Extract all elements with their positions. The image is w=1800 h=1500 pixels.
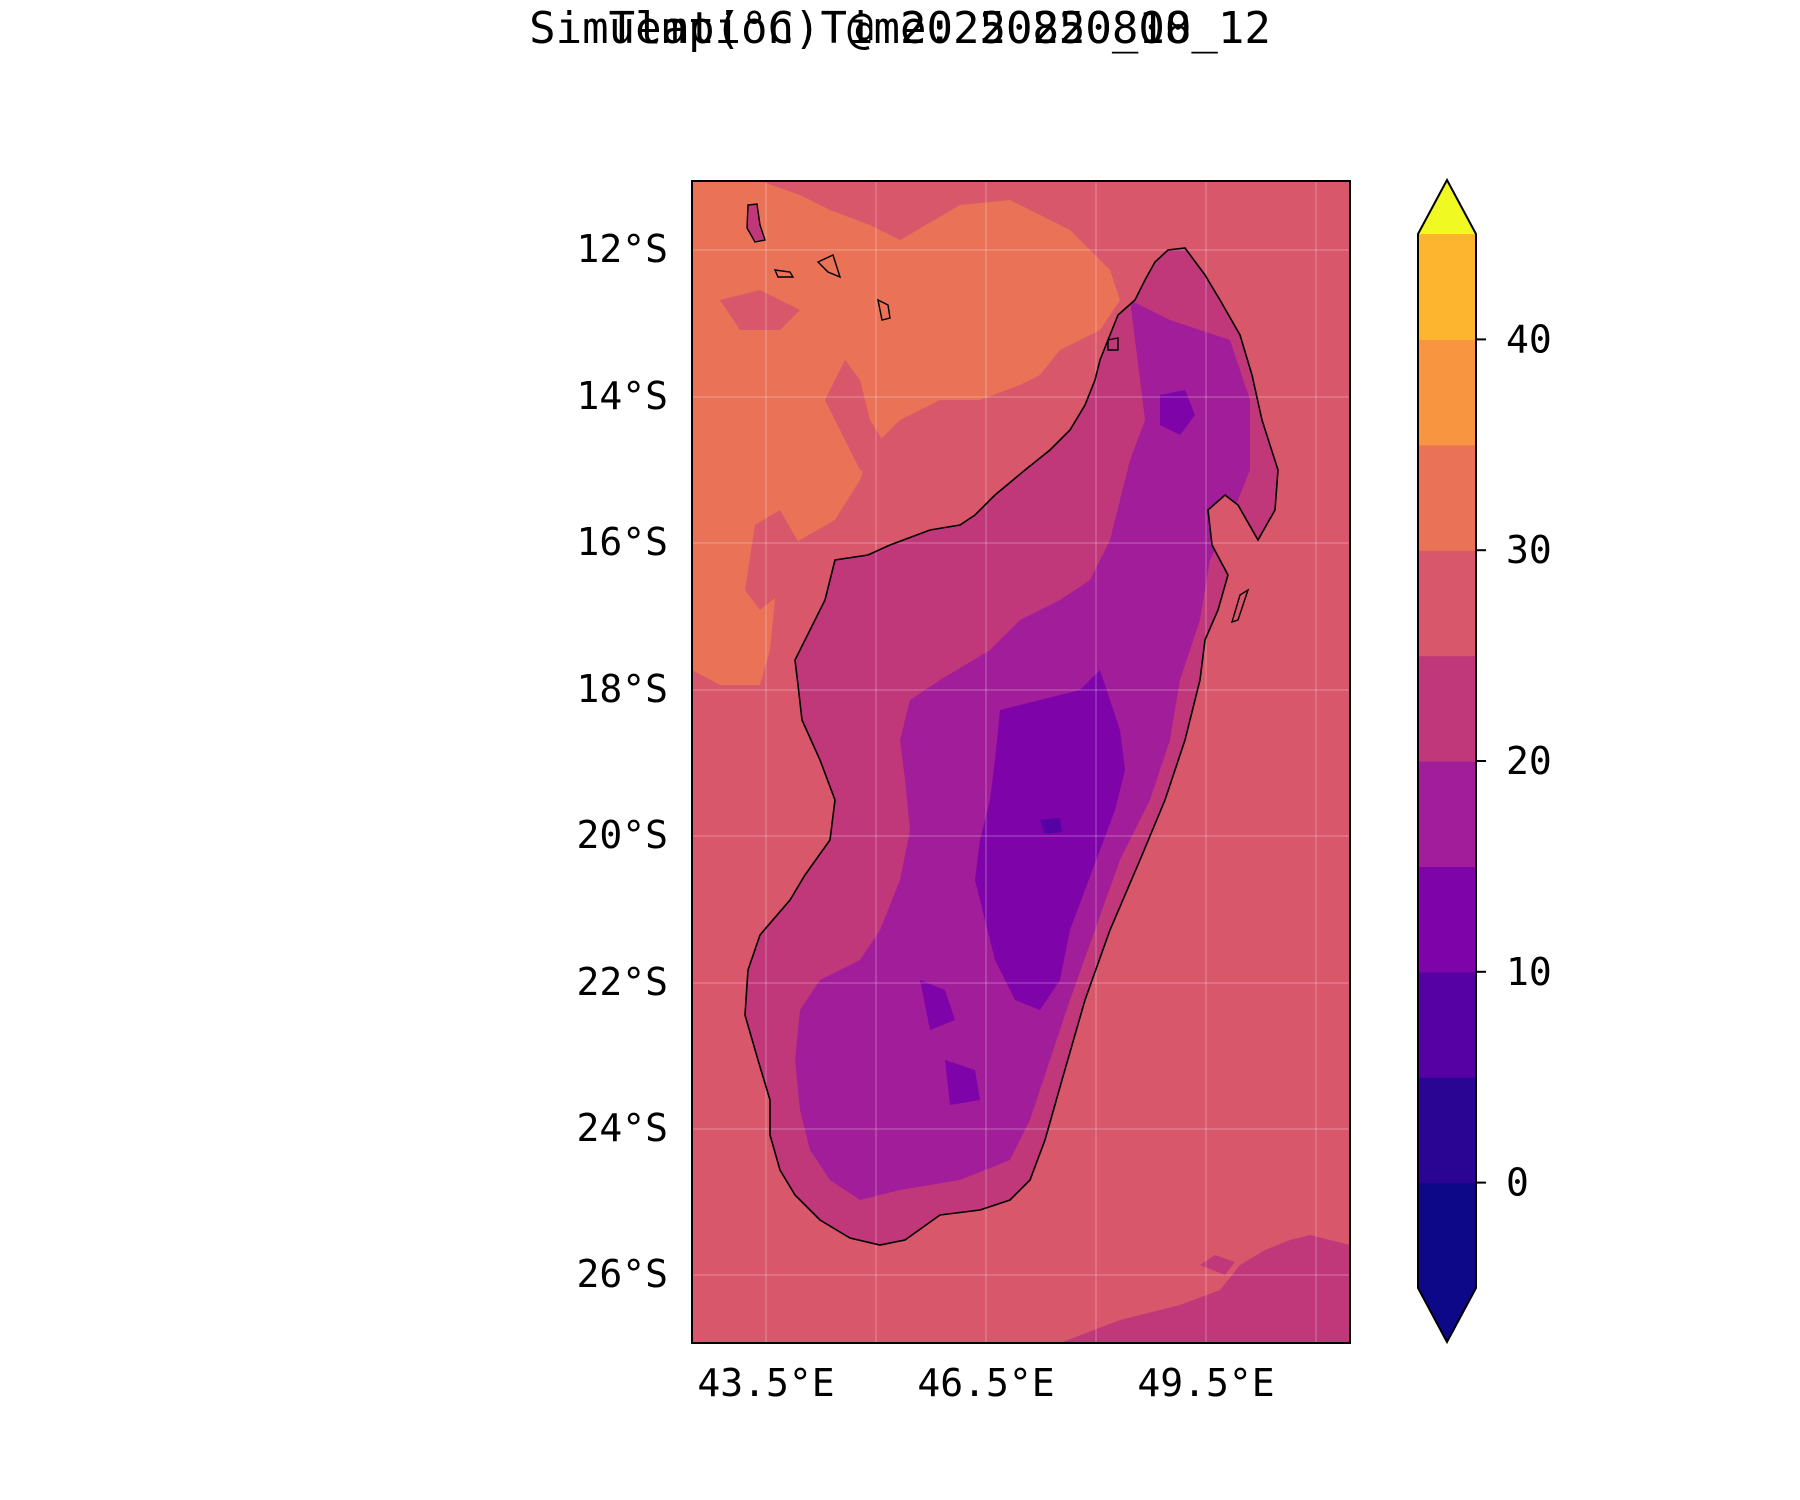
map-title-line1: Temp(°C) @ 20250820_00: [608, 3, 1192, 54]
lon-tick-label: 46.5°E: [917, 1361, 1054, 1405]
cool-sea-region: [1200, 1255, 1235, 1275]
colorbar-tick-label: 10: [1506, 950, 1552, 994]
highland-region: [975, 670, 1125, 1010]
map-frame: [691, 180, 1351, 1344]
colorbar-tick-label: 20: [1506, 739, 1552, 783]
highland-region: [945, 1060, 980, 1105]
lat-tick-label: 18°S: [576, 667, 668, 711]
colorbar-over-extend: [1418, 180, 1476, 234]
colorbar: 0 10 20 30 40: [1417, 177, 1552, 1345]
cool-sea-region: [1060, 1235, 1350, 1343]
lat-tick-label: 26°S: [576, 1252, 668, 1296]
highland-region: [920, 980, 955, 1030]
comoros-island-coastline: [746, 203, 766, 243]
colorbar-segment: [1418, 550, 1476, 657]
cool-sea-tongue: [720, 290, 800, 330]
colorbar-tick-label: 0: [1506, 1161, 1529, 1205]
lat-tick-label: 22°S: [576, 960, 668, 1004]
colorbar-segment: [1418, 761, 1476, 867]
colorbar-segment: [1418, 866, 1476, 973]
colorbar-segment: [1418, 1182, 1476, 1289]
lat-tick-label: 20°S: [576, 813, 668, 857]
colorbar-segment: [1418, 1077, 1476, 1184]
colorbar-segment: [1418, 444, 1476, 551]
map-title-line2: Simulation Time: 20250818_12: [529, 3, 1271, 54]
nosy-be-coastline: [1107, 337, 1119, 351]
colorbar-segment: [1418, 655, 1476, 762]
colorbar-outline: [1417, 177, 1477, 1345]
lat-tick-labels: 12°S 14°S 16°S 18°S 20°S 22°S 24°S 26°S: [576, 227, 668, 1296]
comoros-island-coastline: [773, 269, 795, 278]
lat-tick-label: 16°S: [576, 520, 668, 564]
colorbar-segment: [1418, 971, 1476, 1078]
colorbar-tick-label: 40: [1506, 317, 1552, 361]
cool-sea-tongue: [745, 510, 800, 610]
sainte-marie-coastline: [1230, 588, 1250, 624]
mayotte-coastline: [877, 298, 891, 321]
temperature-field: [692, 181, 1350, 1343]
cool-sea-tongue: [825, 360, 895, 480]
madagascar-coastline: [744, 247, 1279, 1246]
lon-tick-labels: 43.5°E 46.5°E 49.5°E: [697, 1361, 1274, 1405]
colorbar-segment: [1418, 234, 1476, 340]
colorbar-under-extend: [1418, 1288, 1476, 1342]
lon-tick-label: 49.5°E: [1137, 1361, 1274, 1405]
warm-sea-region: [692, 181, 1120, 685]
lat-tick-label: 12°S: [576, 227, 668, 271]
lat-tick-label: 14°S: [576, 374, 668, 418]
colorbar-tick-label: 30: [1506, 528, 1552, 572]
highland-region: [1160, 390, 1195, 435]
peak-region: [1040, 818, 1062, 834]
comoros-island-coastline: [816, 254, 842, 279]
lat-tick-label: 24°S: [576, 1106, 668, 1150]
lon-tick-label: 43.5°E: [697, 1361, 834, 1405]
colorbar-segment: [1418, 339, 1476, 446]
